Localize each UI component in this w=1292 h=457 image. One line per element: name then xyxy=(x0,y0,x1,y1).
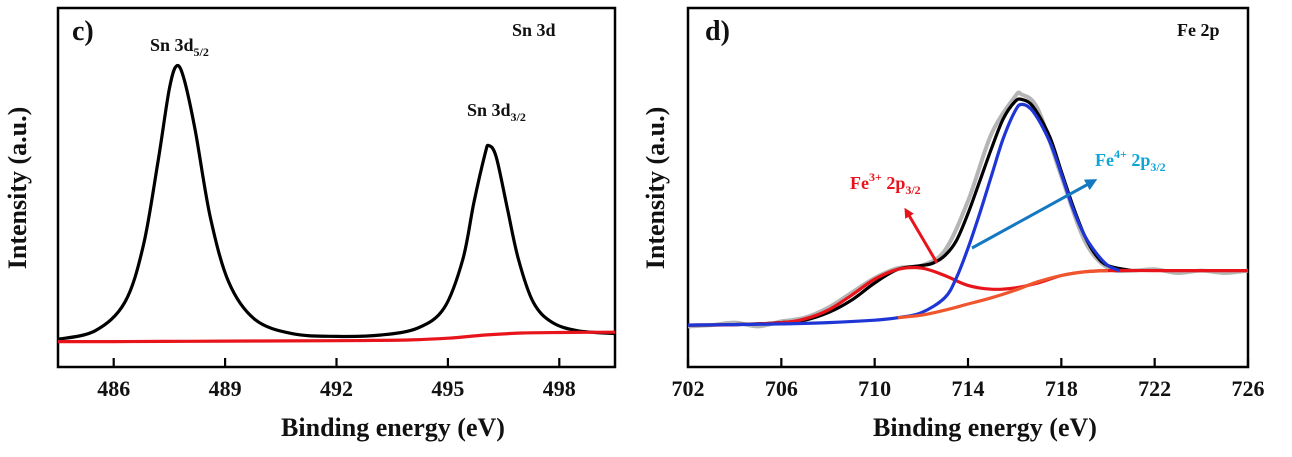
panel-c-corner-title: Sn 3d xyxy=(512,20,556,40)
panel-d: 702 706 710 714 718 722 726 d) Fe 2p Fe3+ 2p3/… xyxy=(641,6,1265,442)
panel-c-label: c) xyxy=(72,16,94,47)
fe3-label: Fe3+ 2p3/2 xyxy=(850,170,921,197)
panel-d-series-2 xyxy=(687,265,1248,327)
peak-label-sn-3d52-main: Sn 3d xyxy=(150,35,194,55)
panel-d-series-4 xyxy=(897,269,1109,320)
panel-d-x-tick-label-5: 722 xyxy=(1138,376,1171,401)
peak-label-sn-3d52: Sn 3d5/2 xyxy=(150,35,209,59)
fe4-label-sub: 3/2 xyxy=(1150,160,1165,174)
fe3-label-sup: 3+ xyxy=(869,170,882,184)
panel-d-ylabel: Intensity (a.u.) xyxy=(641,107,670,270)
fe3-label-sub: 3/2 xyxy=(905,183,920,197)
panel-d-tick-layer: 702 706 710 714 718 722 726 xyxy=(672,358,1265,401)
panel-c-xlabel: Binding energy (eV) xyxy=(281,413,505,442)
panel-d-x-tick-label-0: 702 xyxy=(672,376,705,401)
fe3-label-main: Fe xyxy=(850,173,869,193)
panel-c-x-tick-label-3: 495 xyxy=(431,376,464,401)
panel-d-corner-title: Fe 2p xyxy=(1177,20,1220,40)
panel-c-x-tick-label-4: 498 xyxy=(543,376,576,401)
fe4-label-tail: 2p xyxy=(1127,150,1151,170)
panel-c-ylabel: Intensity (a.u.) xyxy=(3,107,32,270)
fe4-label: Fe4+ 2p3/2 xyxy=(1095,147,1166,174)
panel-d-label: d) xyxy=(705,16,730,47)
peak-label-sn-3d32: Sn 3d3/2 xyxy=(467,100,526,124)
panel-c-x-tick-label-0: 486 xyxy=(97,376,130,401)
fe3-label-tail: 2p xyxy=(882,173,906,193)
panel-c-tick-layer: 486 489 492 495 498 xyxy=(97,358,576,401)
panel-c-series-1 xyxy=(58,330,616,344)
panel-d-frame xyxy=(686,6,1250,369)
panel-d-x-tick-label-1: 706 xyxy=(765,376,798,401)
panel-d-x-tick-label-6: 726 xyxy=(1232,376,1265,401)
panel-d-x-tick-label-2: 710 xyxy=(858,376,891,401)
peak-label-sn-3d52-sub: 5/2 xyxy=(194,45,209,59)
fe4-label-main: Fe xyxy=(1095,150,1114,170)
panel-c-series-layer xyxy=(57,63,616,344)
panel-c-series-0 xyxy=(57,63,616,341)
fe3-arrow xyxy=(904,207,939,264)
panel-d-series-1 xyxy=(687,97,1132,327)
panel-c-x-tick-label-1: 489 xyxy=(209,376,242,401)
panel-d-x-tick-label-4: 718 xyxy=(1045,376,1078,401)
peak-label-sn-3d32-sub: 3/2 xyxy=(511,110,526,124)
panel-c: 486 489 492 495 498 c) Sn 3d Sn 3d5/2 Sn 3d3… xyxy=(3,6,617,442)
panel-c-x-tick-label-2: 492 xyxy=(320,376,353,401)
panel-d-series-3 xyxy=(687,102,1121,327)
panel-c-frame xyxy=(56,6,617,369)
panel-d-xlabel: Binding energy (eV) xyxy=(873,413,1097,442)
fe4-arrow xyxy=(971,179,1098,250)
fe4-label-sup: 4+ xyxy=(1114,147,1127,161)
peak-label-sn-3d32-main: Sn 3d xyxy=(467,100,511,120)
panel-d-x-tick-label-3: 714 xyxy=(952,376,985,401)
panel-d-series-layer xyxy=(687,90,1249,329)
